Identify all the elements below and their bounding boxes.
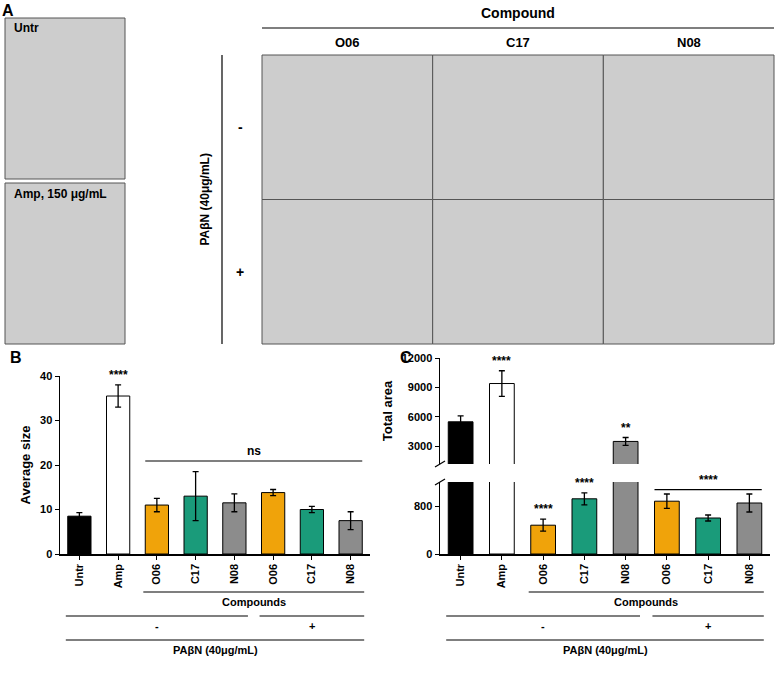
svg-text:ns: ns [247,444,261,458]
svg-text:N08: N08 [344,564,356,584]
svg-text:0: 0 [426,548,432,560]
svg-text:Untr: Untr [14,21,39,35]
svg-text:PAβN (40μg/mL): PAβN (40μg/mL) [563,644,648,656]
svg-text:****: **** [534,502,553,516]
svg-text:C17: C17 [578,564,590,584]
svg-text:-: - [541,620,545,632]
svg-text:O06: O06 [537,564,549,585]
svg-text:O06: O06 [335,35,360,50]
svg-text:-: - [238,119,243,135]
svg-text:N08: N08 [743,564,755,584]
svg-text:****: **** [492,354,511,368]
svg-text:+: + [309,620,315,632]
svg-text:3000: 3000 [408,440,432,452]
svg-text:A: A [2,2,14,19]
svg-text:-: - [155,620,159,632]
svg-text:Total area: Total area [380,380,395,441]
svg-text:Compounds: Compounds [614,596,678,608]
svg-text:+: + [705,620,711,632]
svg-text:O06: O06 [660,564,672,585]
svg-text:30: 30 [40,414,52,426]
svg-text:0: 0 [46,548,52,560]
svg-text:B: B [10,349,22,366]
svg-text:C17: C17 [305,564,317,584]
svg-text:**: ** [621,421,631,435]
svg-text:40: 40 [40,370,52,382]
svg-text:C: C [400,349,412,366]
svg-text:****: **** [699,473,718,487]
svg-text:9000: 9000 [408,381,432,393]
svg-text:Untr: Untr [454,563,466,586]
svg-text:N08: N08 [228,564,240,584]
svg-text:Untr: Untr [73,563,85,586]
svg-text:N08: N08 [619,564,631,584]
svg-text:+: + [236,264,244,280]
svg-text:C17: C17 [702,564,714,584]
svg-text:O06: O06 [267,564,279,585]
svg-text:Amp: Amp [495,564,507,589]
svg-text:6000: 6000 [408,411,432,423]
svg-text:800: 800 [414,500,432,512]
svg-text:N08: N08 [677,35,701,50]
svg-text:C17: C17 [506,35,530,50]
svg-text:****: **** [575,476,594,490]
svg-text:10: 10 [40,503,52,515]
svg-text:****: **** [109,368,128,382]
svg-text:Amp: Amp [112,564,124,589]
svg-text:Compounds: Compounds [222,596,286,608]
svg-text:Average size: Average size [18,425,33,504]
svg-text:Amp, 150 μg/mL: Amp, 150 μg/mL [14,187,107,201]
svg-text:O06: O06 [150,564,162,585]
svg-text:C17: C17 [189,564,201,584]
svg-text:12000: 12000 [402,352,433,364]
svg-text:PAβN (40μg/mL): PAβN (40μg/mL) [198,153,212,245]
svg-text:Compound: Compound [481,5,555,21]
svg-text:PAβN (40μg/mL): PAβN (40μg/mL) [173,644,258,656]
svg-text:20: 20 [40,459,52,471]
